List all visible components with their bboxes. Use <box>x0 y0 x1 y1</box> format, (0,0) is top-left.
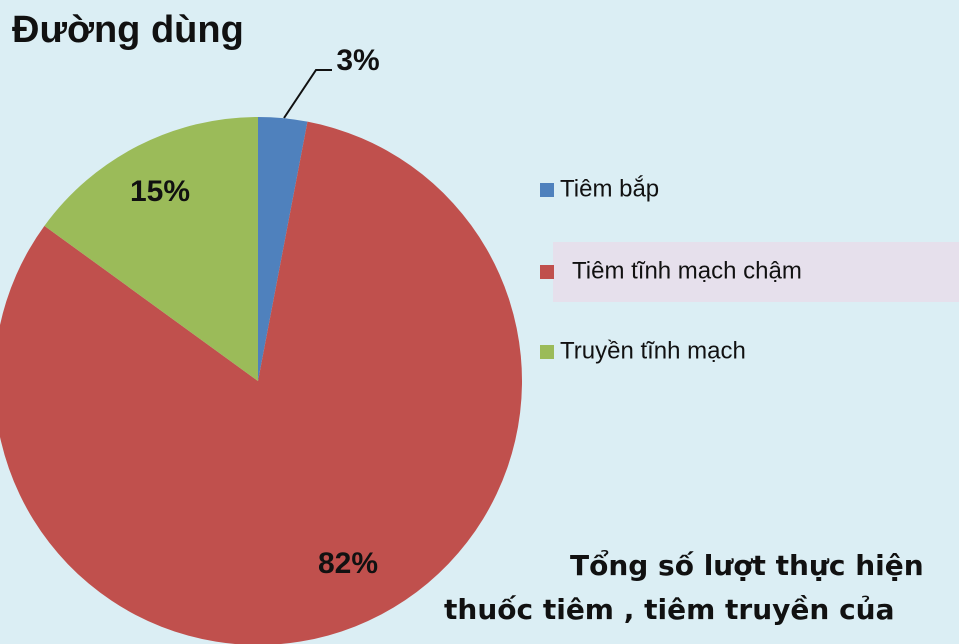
pie-slice <box>44 117 259 381</box>
leader-line <box>283 69 332 119</box>
annotation: thuốc tiêm , tiêm truyền của <box>444 593 895 626</box>
data-label: 82% <box>318 547 378 580</box>
legend-label: Tiêm tĩnh mạch chậm <box>572 257 802 284</box>
data-label: 3% <box>336 44 379 77</box>
legend-highlight <box>553 242 959 302</box>
pie-slice <box>0 121 522 644</box>
legend-label: Tiêm bắp <box>560 175 659 202</box>
data-label: 15% <box>130 175 190 208</box>
legend-marker <box>540 265 554 279</box>
pie-slice <box>258 117 308 381</box>
legend-marker <box>540 183 554 197</box>
legend-label: Truyền tĩnh mạch <box>560 337 746 364</box>
legend-marker <box>540 345 554 359</box>
annotation: Tổng số lượt thực hiện <box>570 548 924 582</box>
chart-title: Đường dùng <box>12 9 244 51</box>
